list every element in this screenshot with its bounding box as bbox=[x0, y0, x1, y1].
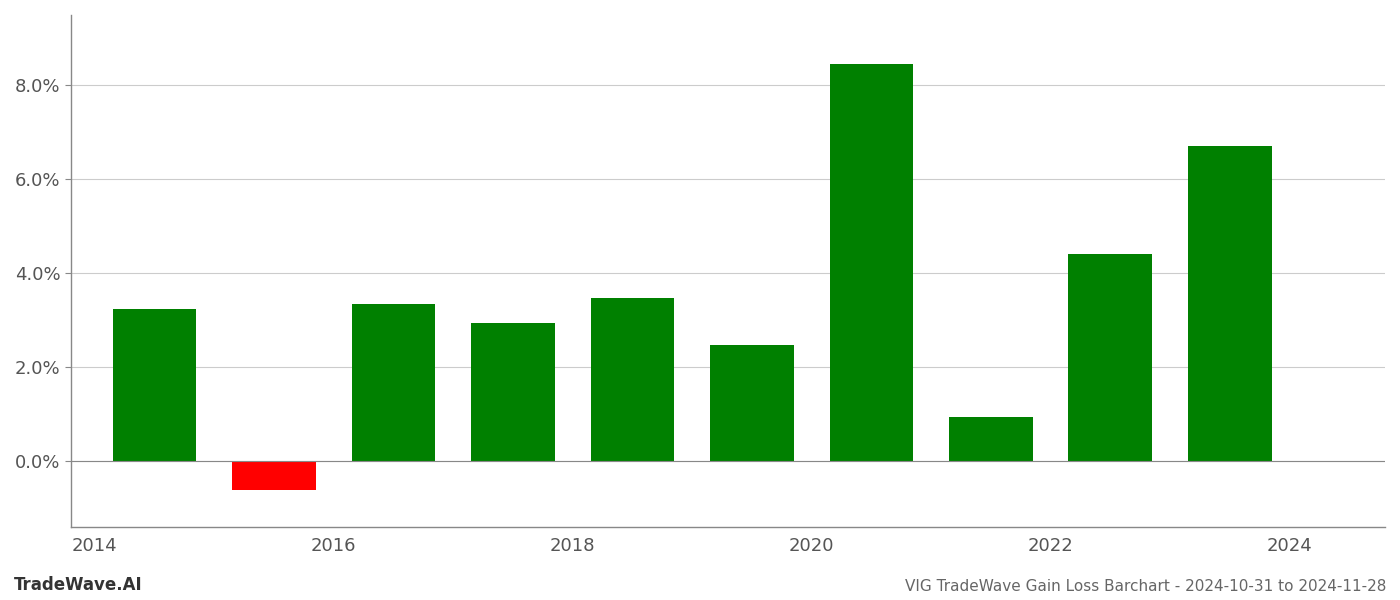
Bar bbox=[830, 64, 913, 461]
Bar bbox=[232, 461, 316, 490]
Bar bbox=[351, 304, 435, 461]
Bar bbox=[1189, 146, 1271, 461]
Text: TradeWave.AI: TradeWave.AI bbox=[14, 576, 143, 594]
Bar bbox=[113, 309, 196, 461]
Bar bbox=[1068, 254, 1152, 461]
Text: VIG TradeWave Gain Loss Barchart - 2024-10-31 to 2024-11-28: VIG TradeWave Gain Loss Barchart - 2024-… bbox=[904, 579, 1386, 594]
Bar bbox=[710, 346, 794, 461]
Bar bbox=[591, 298, 675, 461]
Bar bbox=[472, 323, 554, 461]
Bar bbox=[949, 417, 1033, 461]
